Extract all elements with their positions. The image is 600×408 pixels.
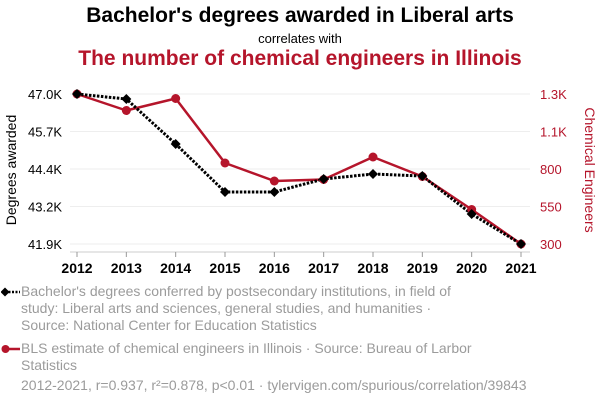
degrees-point bbox=[220, 186, 230, 197]
y-right-tick-label: 300 bbox=[540, 237, 562, 252]
legend-item-degrees: Bachelor's degrees conferred by postseco… bbox=[1, 283, 481, 334]
x-tick-label: 2019 bbox=[407, 260, 438, 276]
x-tick-label: 2014 bbox=[160, 260, 191, 276]
degrees-point bbox=[170, 139, 181, 149]
degrees-point bbox=[318, 174, 329, 184]
chart-title: Bachelor's degrees awarded in Liberal ar… bbox=[86, 4, 514, 27]
y-right-tick-label: 1.3K bbox=[540, 87, 567, 102]
x-tick-label: 2018 bbox=[357, 260, 388, 276]
solid-circle-legend-icon bbox=[1, 345, 20, 353]
chart-subtitle: The number of chemical engineers in Illi… bbox=[78, 47, 522, 70]
engineers-point bbox=[171, 94, 181, 103]
y-left-tick-label: 41.9K bbox=[28, 237, 62, 252]
y-right-tick-label: 1.1K bbox=[540, 125, 567, 140]
legend-item-engineers: BLS estimate of chemical engineers in Il… bbox=[1, 340, 481, 374]
degrees-point bbox=[72, 89, 82, 99]
engineers-series-line bbox=[76, 92, 522, 246]
series-markers bbox=[72, 89, 526, 249]
engineers-point bbox=[368, 152, 378, 162]
degrees-point bbox=[368, 169, 378, 179]
x-tick-label: 2020 bbox=[456, 260, 487, 276]
degrees-point bbox=[466, 209, 477, 219]
series-lines bbox=[76, 92, 522, 246]
y-axis-right-label: Chemical Engineers bbox=[582, 107, 598, 232]
y-left-tick-label: 43.2K bbox=[28, 200, 62, 215]
x-tick-label: 2015 bbox=[209, 260, 240, 276]
legend-label-degrees: Bachelor's degrees conferred by postseco… bbox=[21, 283, 451, 333]
y-left-tick-label: 45.7K bbox=[28, 125, 62, 140]
gridlines bbox=[70, 93, 530, 245]
line-chart: 47.0K 45.7K 44.4K 43.2K 41.9K 1.3K 1.1K 800 550 3… bbox=[3, 87, 598, 276]
engineers-point bbox=[220, 158, 230, 168]
dotted-diamond-legend-icon bbox=[1, 287, 20, 297]
degrees-point bbox=[269, 186, 280, 197]
axes: 47.0K 45.7K 44.4K 43.2K 41.9K 1.3K 1.1K 800 550 3… bbox=[28, 87, 567, 276]
x-tick-label: 2017 bbox=[308, 260, 339, 276]
x-tick-label: 2016 bbox=[259, 260, 290, 276]
x-tick-label: 2021 bbox=[505, 260, 536, 276]
y-right-tick-label: 550 bbox=[540, 200, 562, 215]
y-left-tick-label: 44.4K bbox=[28, 162, 62, 177]
legend-label-engineers: BLS estimate of chemical engineers in Il… bbox=[21, 340, 472, 373]
y-axis-left-label: Degrees awarded bbox=[3, 115, 19, 226]
degrees-point bbox=[516, 239, 526, 249]
x-tick-label: 2013 bbox=[111, 260, 142, 276]
engineers-point bbox=[121, 106, 131, 115]
chart-connector: correlates with bbox=[258, 31, 342, 46]
degrees-point bbox=[417, 171, 428, 182]
engineers-point bbox=[269, 176, 279, 186]
degrees-point bbox=[121, 94, 132, 104]
correlation-footer: 2012-2021, r=0.937, r²=0.878, p<0.01 · t… bbox=[21, 377, 527, 393]
x-tick-label: 2012 bbox=[61, 260, 92, 276]
y-left-tick-label: 47.0K bbox=[28, 87, 62, 102]
y-right-tick-label: 800 bbox=[540, 162, 562, 177]
